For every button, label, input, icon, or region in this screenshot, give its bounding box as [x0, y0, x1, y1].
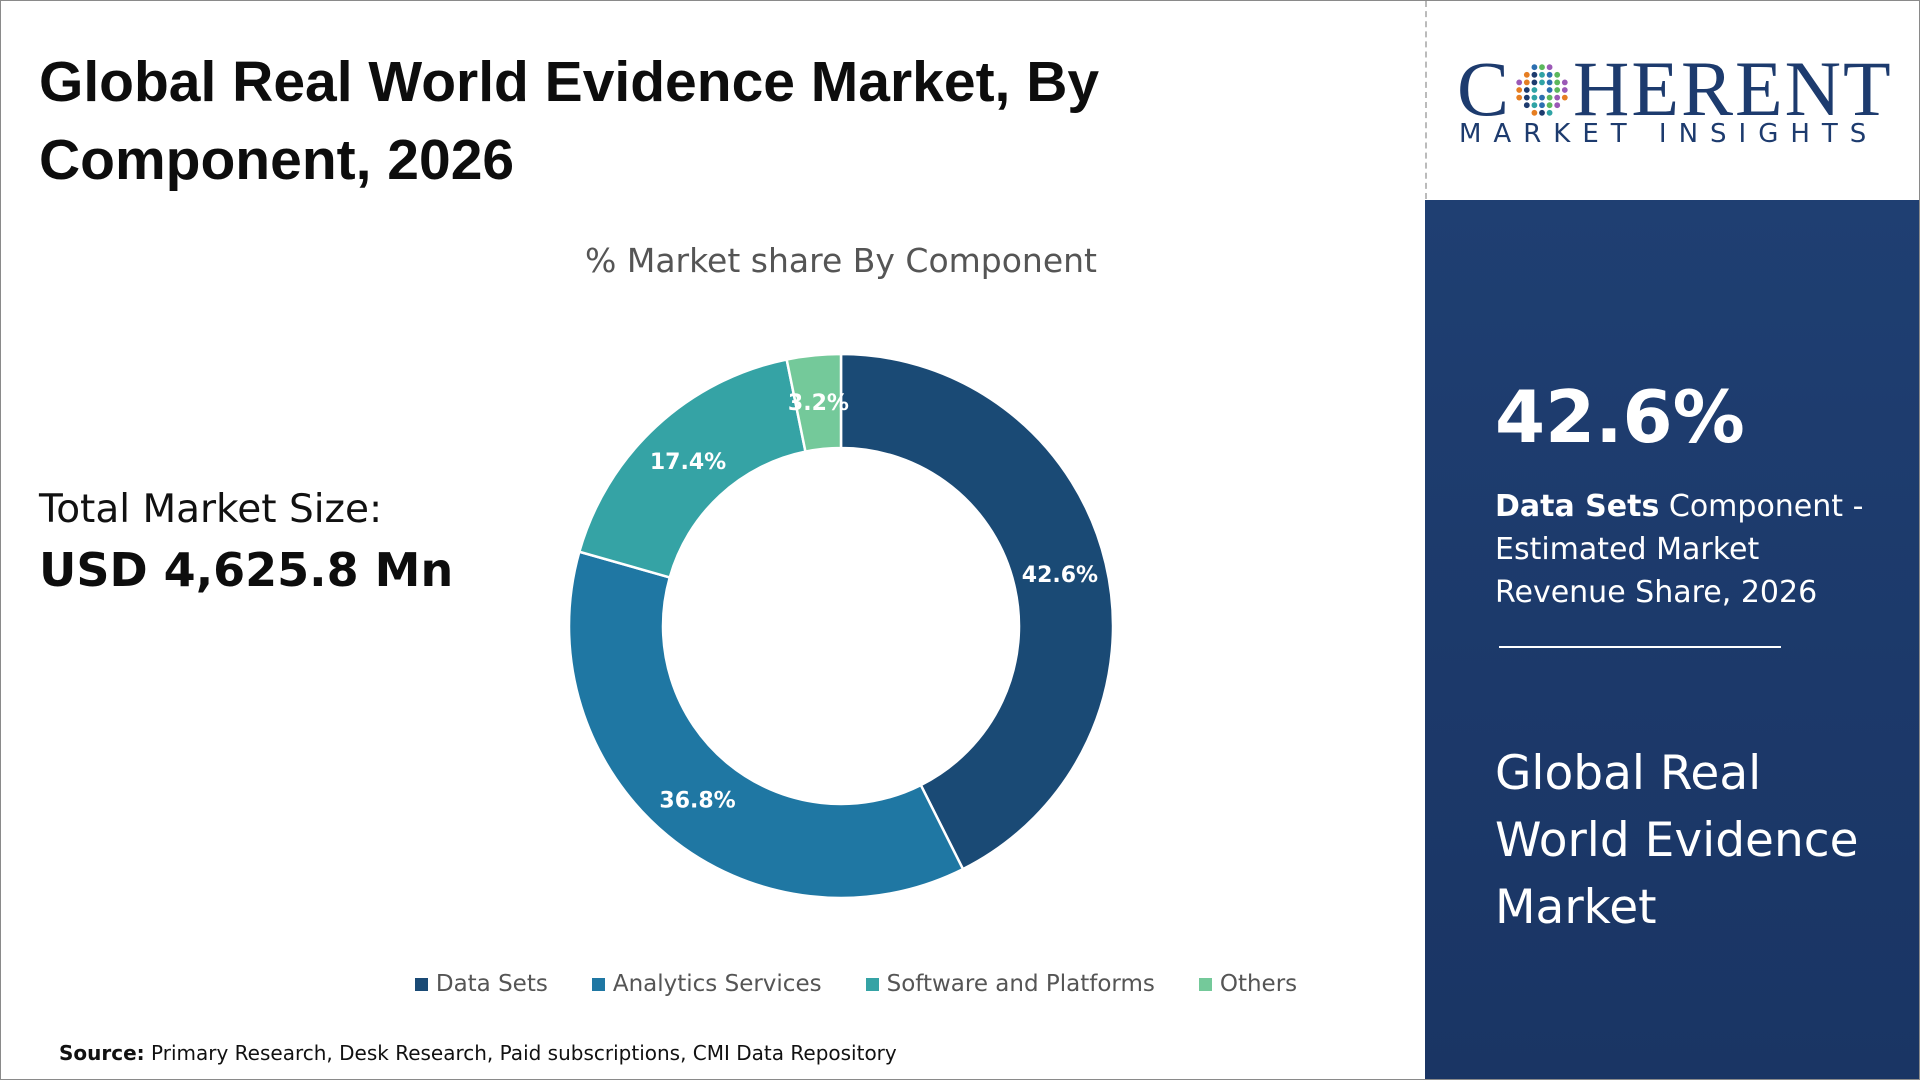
legend-item: Data Sets	[414, 971, 548, 997]
slice-value-label: 36.8%	[659, 788, 735, 813]
logo-dotted-o-icon	[1516, 64, 1568, 116]
page-title: Global Real World Evidence Market, By Co…	[39, 50, 1100, 192]
legend-label: Others	[1219, 971, 1298, 997]
total-market-size-value: USD 4,625.8 Mn	[39, 543, 454, 597]
highlight-market-name: Global Real World Evidence Market	[1495, 746, 1859, 935]
legend-label: Analytics Services	[612, 971, 822, 997]
legend-label: Software and Platforms	[886, 971, 1155, 997]
highlight-description-text: Component - Estimated Market Revenue Sha…	[1495, 489, 1864, 610]
company-logo: C HERENT MARKET INSIGHTS	[1451, 41, 1891, 161]
legend-label: Data Sets	[435, 971, 548, 997]
donut-slice-labels: 42.6% 36.8% 17.4% 3.2%	[650, 391, 1098, 813]
slice-value-label: 3.2%	[788, 391, 849, 416]
logo-wordmark: C HERENT	[1457, 49, 1893, 129]
legend-item: Software and Platforms	[865, 971, 1155, 997]
source-note: Source: Primary Research, Desk Research,…	[59, 1041, 897, 1065]
legend-swatch	[865, 977, 879, 991]
source-text: Primary Research, Desk Research, Paid su…	[151, 1041, 897, 1065]
slice-value-label: 17.4%	[650, 450, 726, 475]
source-label: Source:	[59, 1041, 145, 1065]
donut-slice-analytics-services	[567, 550, 965, 900]
legend-swatch	[414, 977, 428, 991]
donut-slices	[567, 352, 1115, 900]
header-divider	[1425, 1, 1427, 199]
chart-title: % Market share By Component	[585, 241, 1097, 280]
chart-legend: Data Sets Analytics Services Software and …	[414, 971, 1298, 997]
donut-slice-others	[785, 352, 843, 454]
legend-swatch	[1198, 977, 1212, 991]
highlight-share-value: 42.6%	[1495, 375, 1745, 459]
highlight-segment: Data Sets	[1495, 489, 1660, 524]
legend-swatch	[591, 977, 605, 991]
logo-letter-c: C	[1457, 45, 1512, 132]
legend-item: Analytics Services	[591, 971, 822, 997]
slice-value-label: 42.6%	[1022, 563, 1098, 588]
logo-tagline: MARKET INSIGHTS	[1459, 119, 1879, 149]
highlight-divider	[1499, 646, 1781, 648]
total-market-size-label: Total Market Size:	[39, 487, 383, 532]
legend-item: Others	[1198, 971, 1298, 997]
logo-letters-herent: HERENT	[1573, 45, 1893, 132]
donut-slice-data-sets	[839, 352, 1115, 871]
highlight-panel: 42.6% Data Sets Component - Estimated Ma…	[1425, 200, 1919, 1079]
donut-chart: 42.6% 36.8% 17.4% 3.2%	[567, 352, 1115, 900]
highlight-description: Data Sets Component - Estimated Market R…	[1495, 485, 1875, 614]
